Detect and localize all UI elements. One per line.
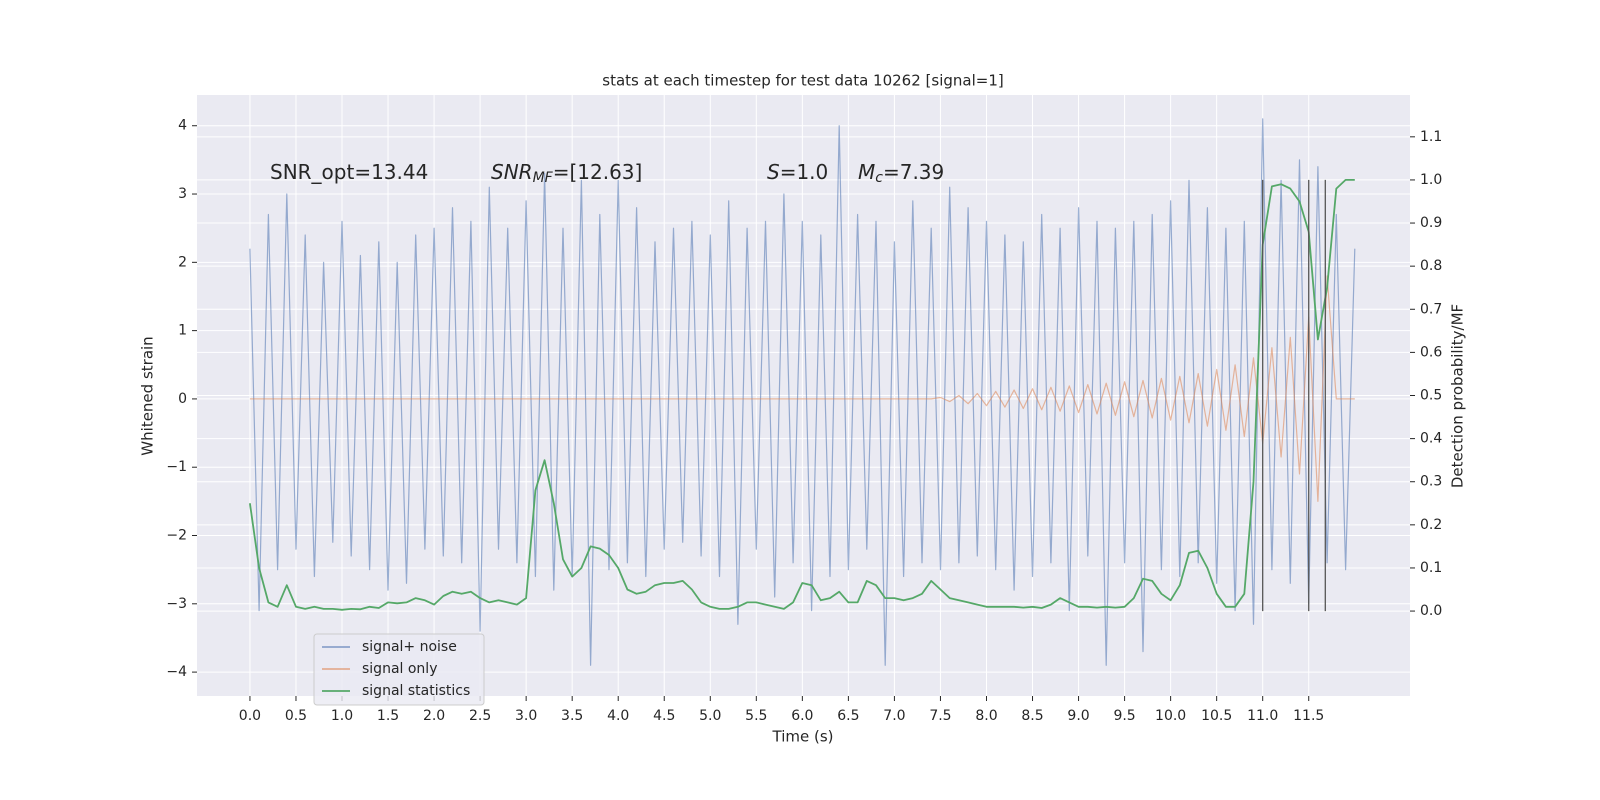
legend-label: signal statistics (362, 683, 470, 699)
series-line (249, 179, 1355, 611)
x-tick-label: 9.5 (1113, 708, 1135, 724)
annotation-main: SNR_opt=13.44 (270, 160, 428, 184)
y2-tick-label: 0.7 (1420, 301, 1442, 317)
y-tick-label: 1 (178, 323, 187, 339)
x-tick-label: 7.0 (883, 708, 905, 724)
y-tick-label: −4 (166, 664, 187, 680)
annotation: S=1.0 (767, 160, 828, 184)
x-tick-label: 5.0 (699, 708, 721, 724)
y2-tick-label: 1.1 (1420, 129, 1442, 145)
y-tick-label: 2 (178, 254, 187, 270)
legend-label: signal+ noise (362, 639, 457, 655)
x-tick-label: 4.5 (653, 708, 675, 724)
y-tick-label: 0 (178, 391, 187, 407)
x-tick-label: 7.5 (929, 708, 951, 724)
y-tick-label: −2 (166, 528, 187, 544)
y2-tick-label: 0.2 (1420, 517, 1442, 533)
series-line (249, 118, 1356, 666)
y2-tick-label: 0.9 (1420, 215, 1442, 231)
plot-area (249, 118, 1356, 666)
x-tick-label: 8.5 (1021, 708, 1043, 724)
annotation: Mc=7.39 (858, 160, 944, 187)
axes: 0.0 0.5 1.0 1.5 2.0 2.5 3.0 3.5 4.0 4.5 5.0 5.5 6.0 6… (166, 118, 1442, 724)
y-axis-label: Whitened strain (139, 336, 157, 455)
y2-tick-label: 1.0 (1420, 172, 1442, 188)
x-tick-label: 9.0 (1067, 708, 1089, 724)
annotation-sub: MF (533, 170, 554, 186)
series-line (249, 275, 1355, 502)
annotation-main: SNR (491, 160, 533, 184)
legend-label: signal only (362, 661, 437, 677)
x-tick-label: 5.5 (745, 708, 767, 724)
x-tick-label: 0.0 (239, 708, 261, 724)
x-tick-label: 1.5 (377, 708, 399, 724)
y-tick-label: 4 (178, 118, 187, 134)
y2-axis-label: Detection probability/MF (1449, 304, 1467, 488)
y2-tick-label: 0.5 (1420, 388, 1442, 404)
y-tick-label: 3 (178, 186, 187, 202)
legend: signal+ noise signal only signal statistic… (313, 633, 485, 706)
y2-tick-label: 0.0 (1420, 603, 1442, 619)
x-tick-label: 3.5 (561, 708, 583, 724)
x-tick-label: 3.0 (515, 708, 537, 724)
chart-title: stats at each timestep for test data 102… (602, 72, 1003, 90)
legend-box (313, 633, 485, 706)
y2-tick-label: 0.6 (1420, 344, 1442, 360)
x-tick-label: 6.5 (837, 708, 859, 724)
x-tick-label: 10.0 (1155, 708, 1186, 724)
y-tick-label: −1 (166, 459, 187, 475)
annotation-rest: =1.0 (780, 160, 829, 184)
annotation: SNRMF=[12.63] (491, 160, 642, 187)
x-axis-label: Time (s) (772, 728, 834, 746)
annotation-main: M (858, 160, 875, 184)
x-tick-label: 6.0 (791, 708, 813, 724)
y2-tick-label: 0.8 (1420, 258, 1442, 274)
x-tick-label: 8.0 (975, 708, 997, 724)
y-tick-label: −3 (166, 596, 187, 612)
y2-tick-label: 0.1 (1420, 560, 1442, 576)
x-tick-label: 11.5 (1293, 708, 1324, 724)
x-tick-label: 11.0 (1247, 708, 1278, 724)
y2-tick-label: 0.3 (1420, 474, 1442, 490)
annotation-sub: c (875, 170, 883, 186)
x-tick-label: 2.5 (469, 708, 491, 724)
y2-tick-label: 0.4 (1420, 431, 1442, 447)
x-tick-label: 0.5 (285, 708, 307, 724)
x-tick-label: 10.5 (1201, 708, 1232, 724)
annotation-rest: =7.39 (883, 160, 944, 184)
annotation-main: S (767, 160, 780, 184)
annotation-rest: =[12.63] (553, 160, 643, 184)
x-tick-label: 2.0 (423, 708, 445, 724)
x-tick-label: 4.0 (607, 708, 629, 724)
annotation: SNR_opt=13.44 (270, 160, 428, 184)
x-tick-label: 1.0 (331, 708, 353, 724)
